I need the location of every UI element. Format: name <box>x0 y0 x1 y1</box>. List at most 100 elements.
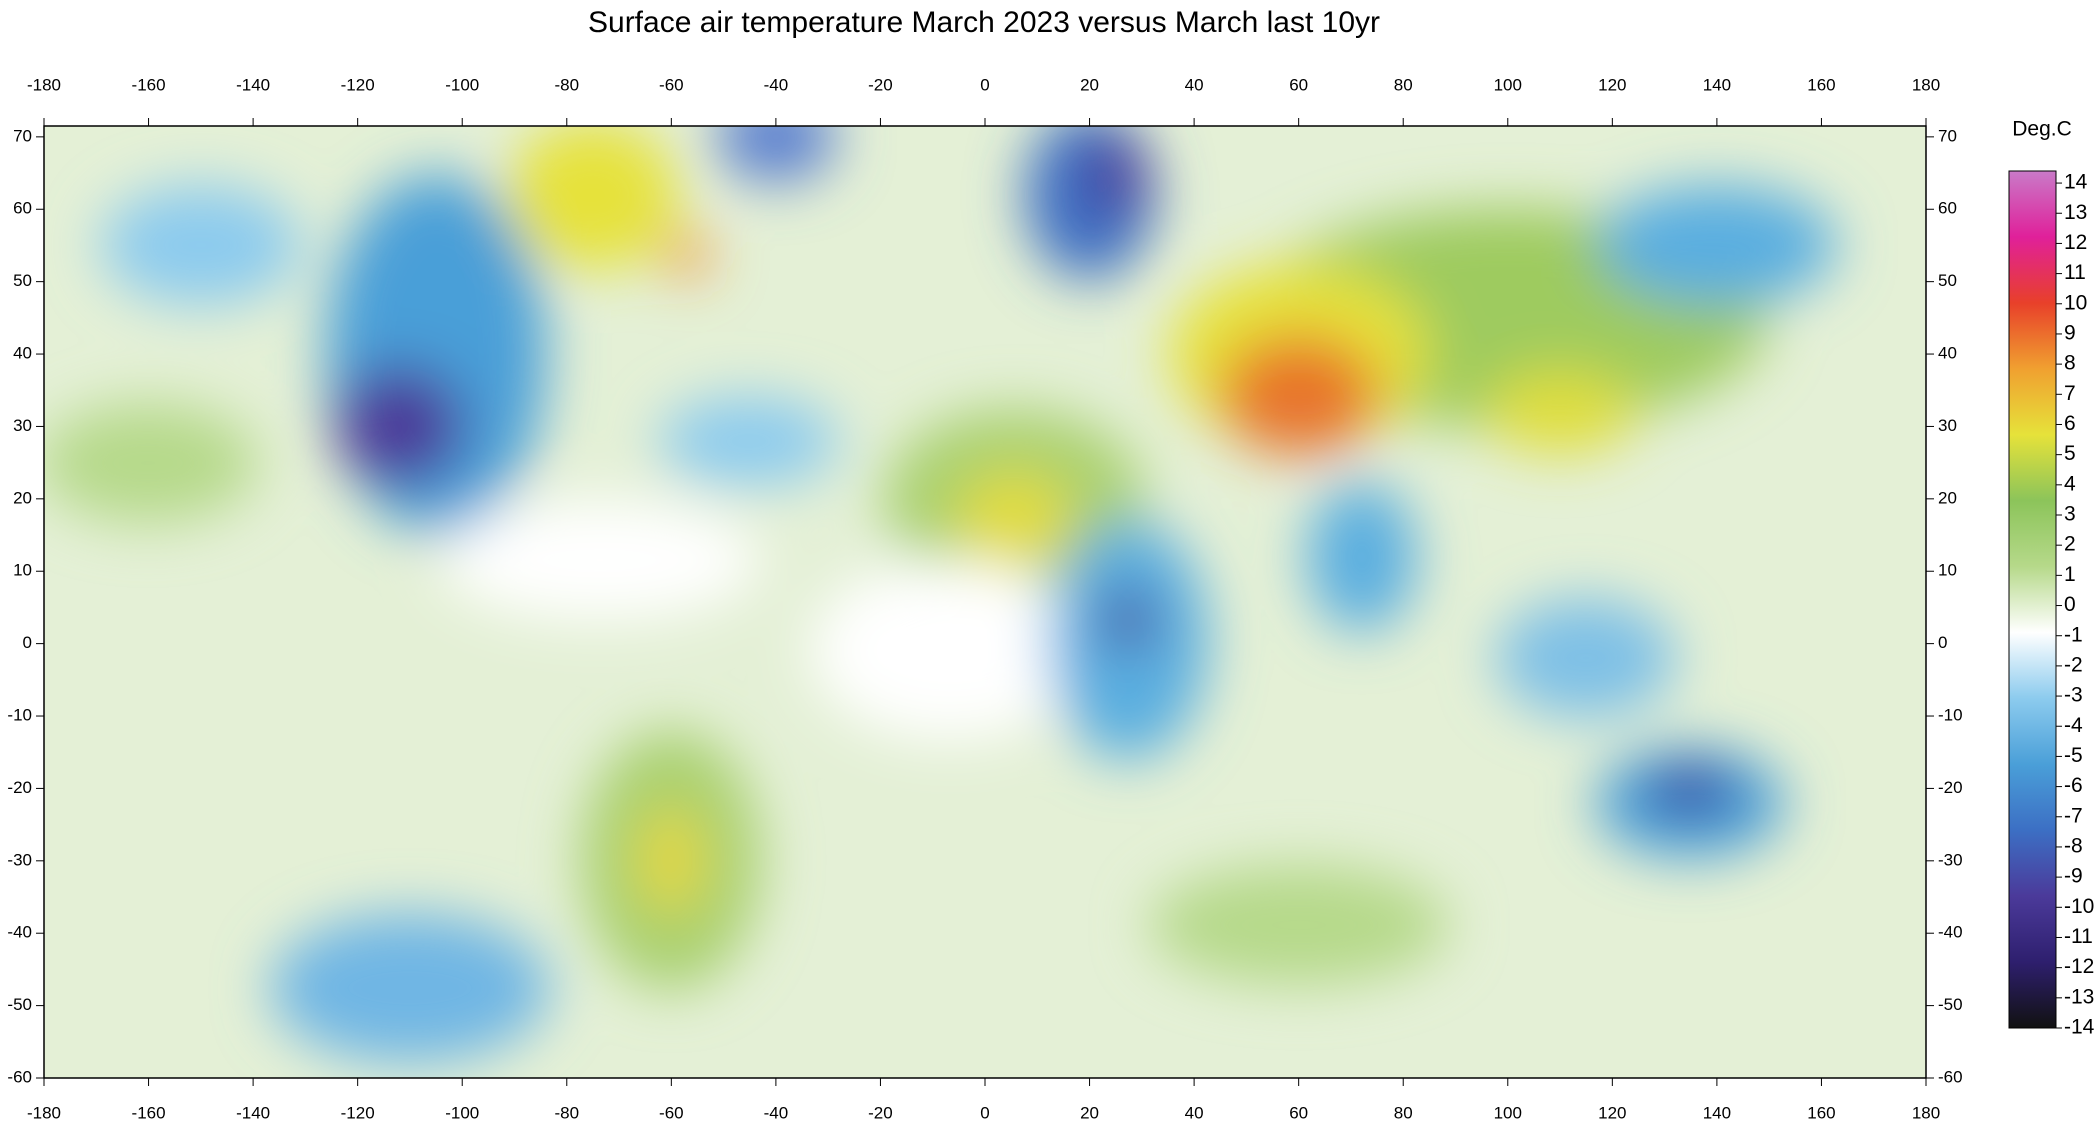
y-tick-label: -10 <box>7 706 32 725</box>
x-tick-label: 160 <box>1807 75 1835 94</box>
colorbar-tick-label: 3 <box>2064 503 2076 526</box>
colorbar-tick-label: -14 <box>2064 1016 2095 1039</box>
x-tick-label: 140 <box>1703 1103 1731 1122</box>
colorbar-tick-label: -9 <box>2064 865 2083 888</box>
blob <box>810 560 1090 740</box>
x-tick-label: -60 <box>659 1103 684 1122</box>
y-tick-label: 70 <box>1938 126 1957 145</box>
colorbar-tick-label: 14 <box>2064 171 2088 194</box>
x-tick-label: -180 <box>27 1103 61 1122</box>
x-tick-label: -120 <box>341 75 375 94</box>
colorbar-tick-label: 9 <box>2064 321 2076 344</box>
colorbar-tick-label: -13 <box>2064 985 2094 1008</box>
colorbar-tick-label: -12 <box>2064 955 2094 978</box>
y-tick-label: 10 <box>1938 561 1957 580</box>
y-tick-label: -30 <box>1938 850 1963 869</box>
x-tick-label: -20 <box>868 1103 893 1122</box>
x-tick-label: -100 <box>445 1103 479 1122</box>
x-tick-label: 100 <box>1494 75 1522 94</box>
x-tick-label: -180 <box>27 75 61 94</box>
colorbar-tick-label: -2 <box>2064 653 2083 676</box>
blob <box>334 366 464 486</box>
colorbar-tick-label: 5 <box>2064 442 2076 465</box>
y-tick-label: 10 <box>13 561 32 580</box>
y-tick-label: 70 <box>13 126 32 145</box>
y-tick-label: -10 <box>1938 706 1963 725</box>
x-tick-label: 40 <box>1185 75 1204 94</box>
x-tick-label: -140 <box>236 1103 270 1122</box>
y-tick-label: 20 <box>13 488 32 507</box>
colorbar-tick-label: -4 <box>2064 714 2083 737</box>
colorbar-tick-label: 10 <box>2064 291 2087 314</box>
x-tick-label: -40 <box>764 1103 789 1122</box>
x-tick-label: 0 <box>980 75 989 94</box>
y-tick-label: 60 <box>13 199 32 218</box>
x-tick-label: -20 <box>868 75 893 94</box>
colorbar-tick-label: 4 <box>2064 472 2076 495</box>
y-tick-label: 50 <box>13 271 32 290</box>
blob <box>1496 598 1676 718</box>
blob <box>716 126 836 182</box>
x-tick-label: 80 <box>1394 1103 1413 1122</box>
x-tick-label: -60 <box>659 75 684 94</box>
x-tick-label: 160 <box>1807 1103 1835 1122</box>
temperature-field <box>44 126 1926 1078</box>
colorbar-tick-label: 2 <box>2064 533 2076 556</box>
x-tick-label: 120 <box>1598 75 1626 94</box>
blob <box>1149 865 1449 985</box>
y-tick-label: -60 <box>1938 1067 1963 1086</box>
blob <box>440 500 760 620</box>
y-tick-label: 50 <box>1938 271 1957 290</box>
blob <box>44 403 258 523</box>
colorbar-tick-label: 0 <box>2064 593 2076 616</box>
y-tick-label: 0 <box>23 633 32 652</box>
x-tick-label: -120 <box>341 1103 375 1122</box>
x-tick-label: 20 <box>1080 75 1099 94</box>
blob <box>508 126 678 270</box>
colorbar-tick-label: 6 <box>2064 412 2076 435</box>
x-tick-label: 0 <box>980 1103 989 1122</box>
x-tick-label: 20 <box>1080 1103 1099 1122</box>
colorbar-tick-label: -1 <box>2064 623 2083 646</box>
blob <box>326 174 546 534</box>
blob <box>665 233 709 277</box>
x-tick-label: -100 <box>445 75 479 94</box>
y-tick-label: 60 <box>1938 199 1957 218</box>
colorbar-tick-label: 11 <box>2064 261 2086 284</box>
blob <box>101 185 301 305</box>
blob <box>1086 133 1146 217</box>
y-tick-label: -40 <box>1938 923 1963 942</box>
x-tick-label: 40 <box>1185 1103 1204 1122</box>
x-tick-label: 60 <box>1289 1103 1308 1122</box>
blob <box>1219 335 1379 455</box>
colorbar-label: Deg.C <box>2012 118 2072 141</box>
x-tick-label: -160 <box>132 75 166 94</box>
x-tick-label: 80 <box>1394 75 1413 94</box>
y-tick-label: -60 <box>7 1067 32 1086</box>
x-tick-label: -80 <box>554 75 579 94</box>
colorbar-tick-label: 13 <box>2064 201 2087 224</box>
y-tick-label: 30 <box>1938 416 1957 435</box>
colorbar-tick-label: -5 <box>2064 744 2083 767</box>
colorbar-tick-label: -6 <box>2064 774 2083 797</box>
blob <box>1307 482 1417 632</box>
y-tick-label: -40 <box>7 923 32 942</box>
colorbar-tick-label: -10 <box>2064 895 2094 918</box>
colorbar-tick-label: -8 <box>2064 834 2083 857</box>
y-tick-label: -50 <box>1938 995 1963 1014</box>
colorbar <box>2008 170 2057 1029</box>
colorbar-tick-label: -7 <box>2064 804 2083 827</box>
y-tick-label: 0 <box>1938 633 1947 652</box>
y-tick-label: 40 <box>1938 344 1957 363</box>
x-tick-label: 140 <box>1703 75 1731 94</box>
y-tick-label: 40 <box>13 344 32 363</box>
colorbar-tick-label: 7 <box>2064 382 2076 405</box>
y-tick-label: -30 <box>7 850 32 869</box>
blob <box>1103 590 1153 650</box>
blob <box>1645 768 1735 812</box>
x-tick-label: -140 <box>236 75 270 94</box>
x-tick-label: -160 <box>132 1103 166 1122</box>
x-tick-label: 100 <box>1494 1103 1522 1122</box>
blob <box>639 805 703 915</box>
